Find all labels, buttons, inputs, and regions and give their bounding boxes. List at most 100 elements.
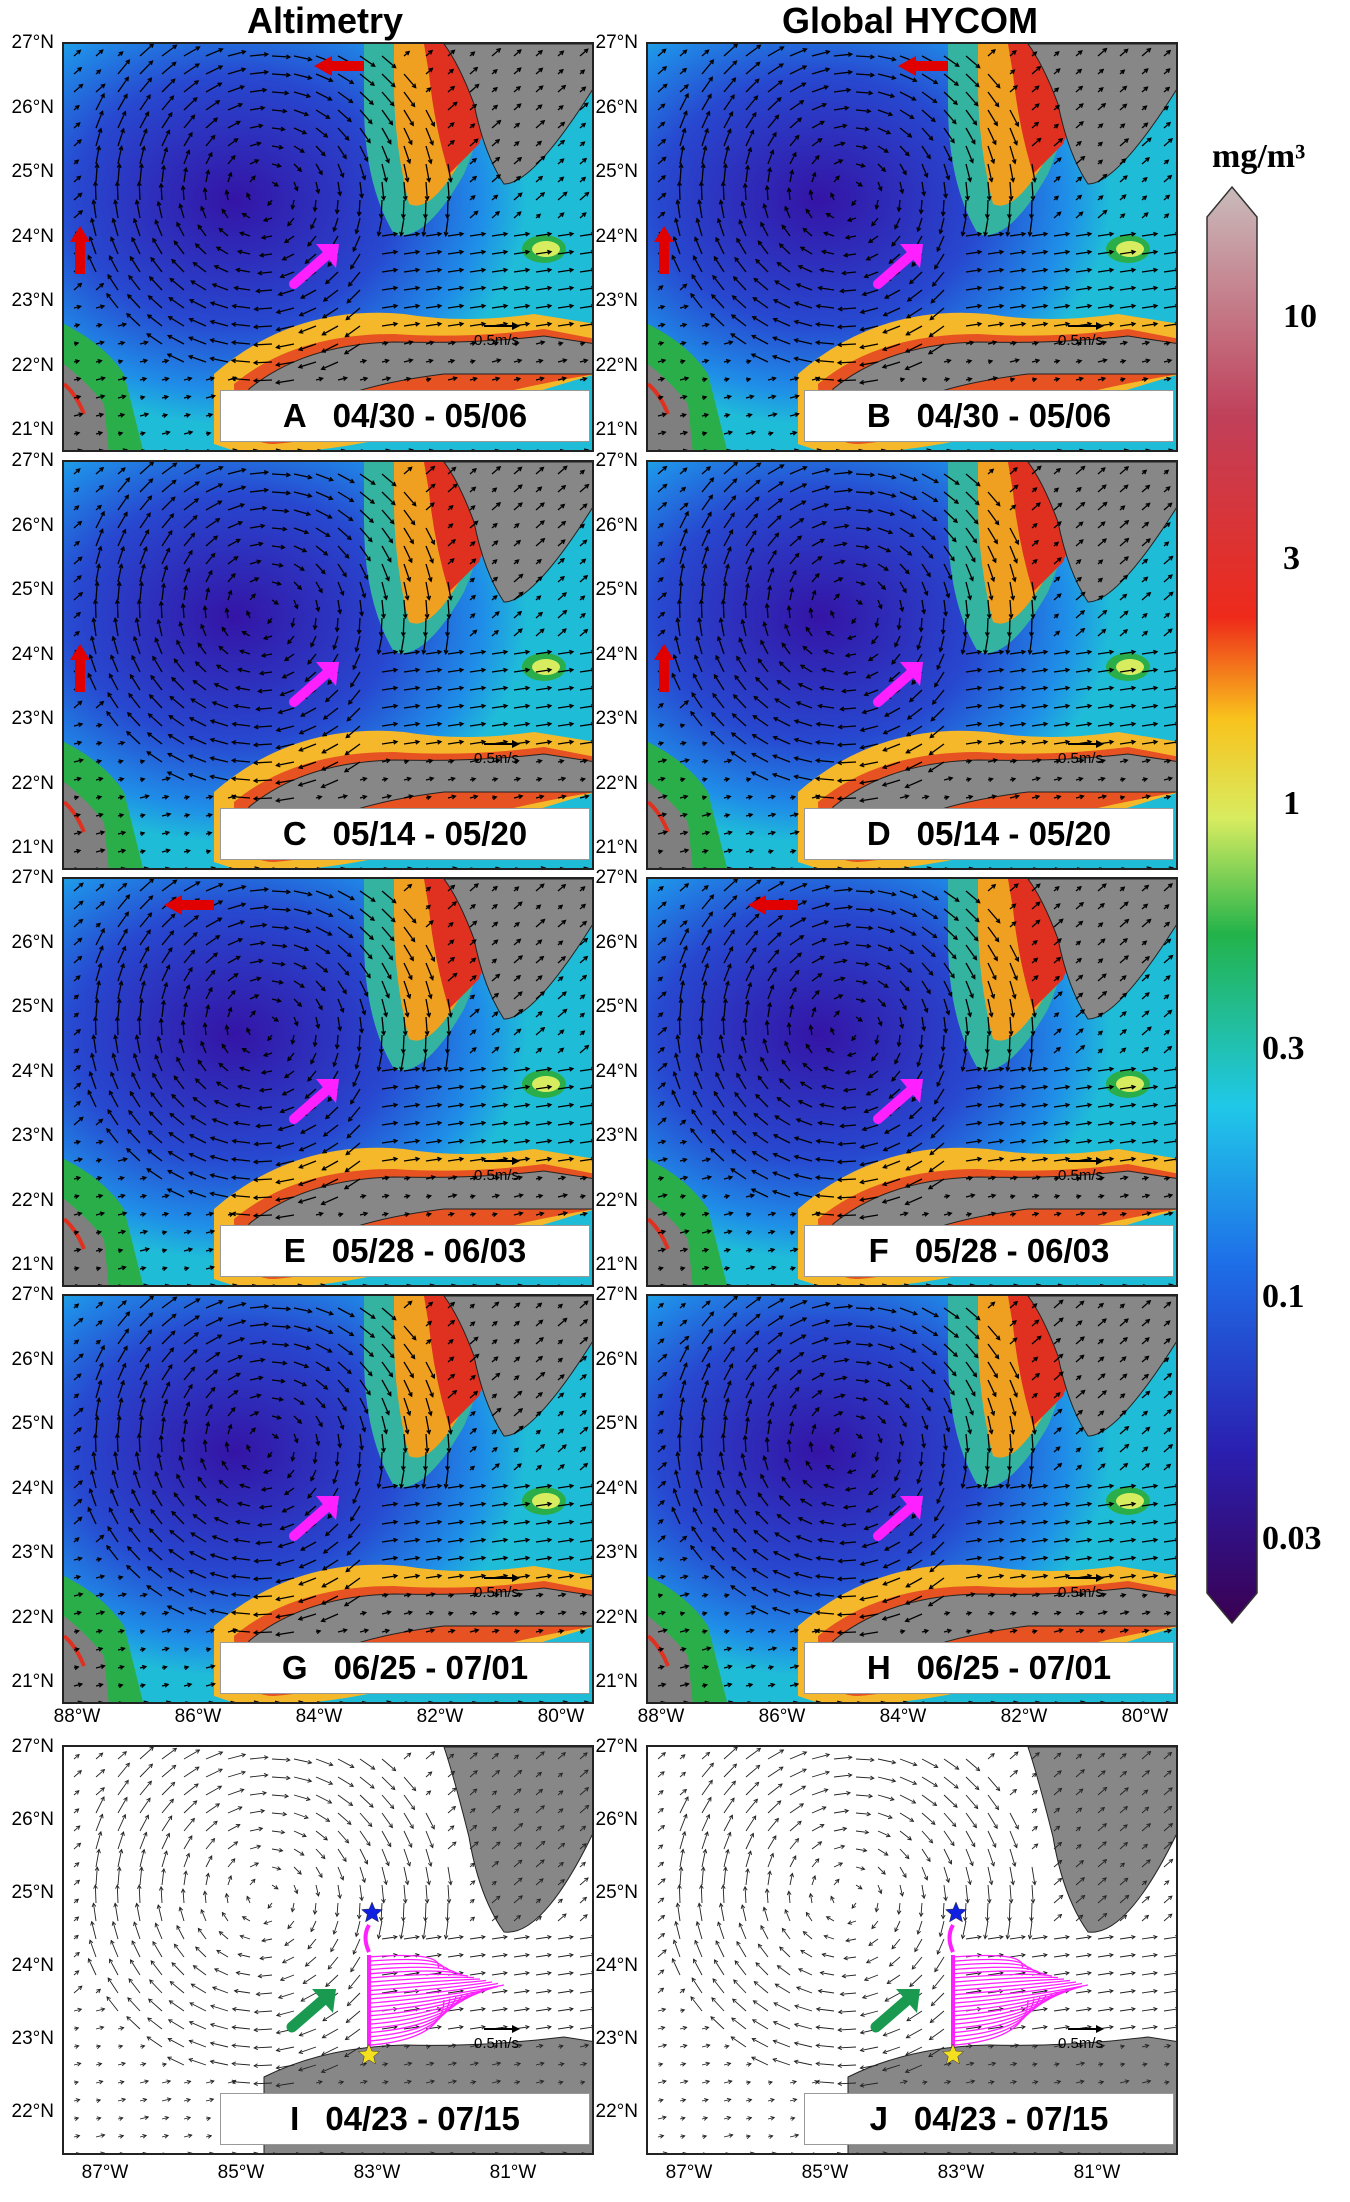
latitude-label: 26°N bbox=[595, 96, 638, 118]
latitude-label: 21°N bbox=[11, 837, 54, 858]
red-arrow-north bbox=[654, 644, 674, 692]
left-column-title: Altimetry bbox=[246, 0, 404, 41]
map-canvas bbox=[64, 44, 592, 450]
latitude-label: 21°N bbox=[595, 837, 638, 858]
latitude-label: 22°N bbox=[11, 2101, 54, 2122]
latitude-label: 26°N bbox=[11, 931, 54, 953]
latitude-label: 22°N bbox=[595, 354, 638, 376]
latitude-label: 21°N bbox=[595, 419, 638, 440]
drifter-trajectories bbox=[363, 1923, 505, 2047]
magenta-flow-arrow bbox=[873, 662, 923, 707]
latitude-label: 26°N bbox=[595, 514, 638, 536]
longitude-label: 87°W bbox=[81, 2162, 129, 2183]
latitude-label: 24°N bbox=[595, 1955, 638, 1976]
green-flow-arrow bbox=[286, 1989, 336, 2033]
blue-star-marker bbox=[944, 1901, 968, 1923]
red-arrow-north bbox=[70, 644, 90, 692]
longitude-label: 85°W bbox=[801, 2162, 849, 2183]
latitude-label: 23°N bbox=[11, 290, 54, 311]
latitude-label: 27°N bbox=[11, 32, 54, 53]
latitude-label: 23°N bbox=[595, 1125, 638, 1146]
red-arrow-west bbox=[898, 56, 948, 76]
magenta-flow-arrow bbox=[289, 662, 339, 707]
latitude-label: 23°N bbox=[11, 2028, 54, 2049]
latitude-label: 24°N bbox=[11, 225, 54, 247]
green-flow-arrow bbox=[870, 1989, 920, 2033]
latitude-label: 27°N bbox=[595, 1736, 638, 1757]
latitude-label: 25°N bbox=[11, 1413, 54, 1434]
panel-label: B 04/30 - 05/06 bbox=[804, 390, 1174, 442]
longitude-label: 87°W bbox=[665, 2162, 713, 2183]
map-panel-f: 0.5m/s F 05/28 - 06/03 bbox=[646, 877, 1178, 1287]
latitude-label: 27°N bbox=[11, 1736, 54, 1757]
longitude-label: 88°W bbox=[637, 1706, 685, 1727]
panel-label: J 04/23 - 07/15 bbox=[804, 2093, 1174, 2145]
latitude-label: 23°N bbox=[595, 2028, 638, 2049]
latitude-label: 21°N bbox=[595, 1671, 638, 1692]
velocity-scale-label: 0.5m/s bbox=[1058, 1584, 1104, 1601]
colorbar-tick-label: 3 bbox=[1283, 540, 1300, 577]
colorbar bbox=[1206, 185, 1258, 1625]
latitude-label: 27°N bbox=[11, 1284, 54, 1305]
latitude-label: 25°N bbox=[595, 579, 638, 600]
blue-star-marker bbox=[360, 1901, 384, 1923]
panel-dates: 06/25 - 07/01 bbox=[916, 1649, 1112, 1686]
latitude-label: 23°N bbox=[595, 708, 638, 729]
latitude-label: 22°N bbox=[11, 354, 54, 376]
panel-letter: H bbox=[866, 1649, 891, 1686]
magenta-flow-arrow bbox=[873, 1496, 923, 1541]
latitude-label: 22°N bbox=[11, 1606, 54, 1628]
latitude-label: 25°N bbox=[595, 996, 638, 1017]
panel-dates: 04/30 - 05/06 bbox=[332, 397, 528, 434]
latitude-label: 24°N bbox=[11, 1955, 54, 1976]
panel-letter: I bbox=[290, 2100, 300, 2137]
latitude-label: 23°N bbox=[595, 290, 638, 311]
map-panel-g: 0.5m/s G 06/25 - 07/01 bbox=[62, 1294, 594, 1704]
panel-label: H 06/25 - 07/01 bbox=[804, 1642, 1174, 1694]
latitude-label: 23°N bbox=[11, 708, 54, 729]
panel-letter: A bbox=[282, 397, 307, 434]
panel-dates: 04/30 - 05/06 bbox=[916, 397, 1112, 434]
longitude-label: 84°W bbox=[295, 1706, 343, 1727]
longitude-label: 80°W bbox=[537, 1706, 585, 1727]
latitude-label: 22°N bbox=[595, 2101, 638, 2122]
panel-letter: F bbox=[868, 1232, 889, 1269]
longitude-label: 82°W bbox=[1000, 1706, 1048, 1727]
latitude-label: 24°N bbox=[11, 1477, 54, 1499]
colorbar-tick-label: 0.1 bbox=[1262, 1278, 1305, 1315]
velocity-scale-label: 0.5m/s bbox=[1058, 2035, 1104, 2052]
longitude-label: 86°W bbox=[174, 1706, 222, 1727]
latitude-label: 25°N bbox=[11, 1882, 54, 1903]
latitude-label: 21°N bbox=[11, 419, 54, 440]
latitude-label: 27°N bbox=[595, 32, 638, 53]
red-arrow-west bbox=[748, 895, 798, 915]
panel-letter: E bbox=[283, 1232, 306, 1269]
map-canvas bbox=[64, 462, 592, 868]
colorbar-tick-label: 0.03 bbox=[1262, 1520, 1322, 1557]
magenta-flow-arrow bbox=[289, 1496, 339, 1541]
latitude-label: 26°N bbox=[595, 1809, 638, 1830]
velocity-scale-label: 0.5m/s bbox=[1058, 1167, 1104, 1184]
map-panel-i: 0.5m/s I 04/23 - 07/15 bbox=[62, 1745, 594, 2155]
yellow-star-marker bbox=[357, 2043, 381, 2065]
latitude-label: 23°N bbox=[11, 1542, 54, 1563]
velocity-scale-label: 0.5m/s bbox=[474, 750, 520, 767]
latitude-label: 22°N bbox=[595, 772, 638, 794]
map-panel-j: 0.5m/s J 04/23 - 07/15 bbox=[646, 1745, 1178, 2155]
longitude-label: 88°W bbox=[53, 1706, 101, 1727]
map-panel-d: 0.5m/s D 05/14 - 05/20 bbox=[646, 460, 1178, 870]
latitude-label: 27°N bbox=[595, 1284, 638, 1305]
panel-letter: B bbox=[866, 397, 891, 434]
longitude-label: 81°W bbox=[1073, 2162, 1121, 2183]
panel-dates: 06/25 - 07/01 bbox=[333, 1649, 529, 1686]
map-canvas bbox=[64, 1296, 592, 1702]
latitude-label: 22°N bbox=[595, 1189, 638, 1211]
map-canvas bbox=[648, 1296, 1176, 1702]
panel-dates: 05/28 - 06/03 bbox=[914, 1232, 1110, 1269]
latitude-label: 24°N bbox=[11, 643, 54, 665]
latitude-label: 26°N bbox=[11, 514, 54, 536]
magenta-flow-arrow bbox=[873, 244, 923, 289]
panel-label: D 05/14 - 05/20 bbox=[804, 808, 1174, 860]
panel-label: E 05/28 - 06/03 bbox=[220, 1225, 590, 1277]
longitude-label: 83°W bbox=[353, 2162, 401, 2183]
